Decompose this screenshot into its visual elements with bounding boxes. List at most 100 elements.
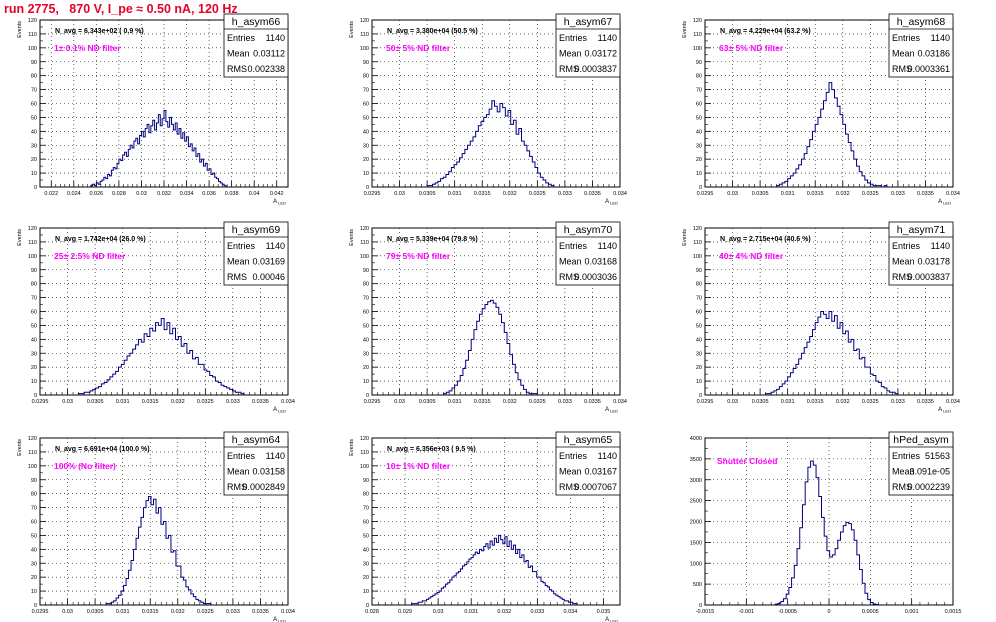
y-tick-label: 0 — [366, 603, 369, 609]
y-tick-label: 60 — [31, 102, 37, 108]
x-tick-label: 0.0325 — [529, 399, 546, 405]
y-tick-label: 2500 — [690, 499, 702, 505]
y-tick-label: 100 — [360, 46, 369, 52]
x-tick-label: 0.029 — [398, 609, 412, 615]
stats-box-frame — [555, 431, 621, 496]
x-tick-label: 0.0335 — [252, 609, 269, 615]
y-tick-label: 30 — [363, 143, 369, 149]
y-tick-label: 40 — [363, 337, 369, 343]
x-tick-label: 0.0295 — [697, 191, 714, 197]
x-tick-label: 0.0315 — [142, 609, 159, 615]
y-tick-label: 20 — [363, 575, 369, 581]
stat-label: Mean — [559, 257, 582, 267]
histogram-line — [105, 495, 212, 605]
y-tick-label: 90 — [696, 60, 702, 66]
histogram-name: h_asym66 — [232, 16, 281, 28]
x-tick-label: 0.0295 — [32, 609, 49, 615]
x-tick-label: 0.03 — [62, 399, 73, 405]
stat-value: 0.0003036 — [574, 272, 617, 282]
stat-label: RMS — [559, 272, 579, 282]
y-tick-label: 30 — [696, 143, 702, 149]
x-tick-label: 0.0335 — [584, 191, 601, 197]
stat-label: Entries — [559, 241, 588, 251]
stat-value: 1140 — [266, 451, 285, 461]
y-tick-label: 20 — [31, 575, 37, 581]
y-tick-label: 10 — [363, 589, 369, 595]
stat-label: RMS — [227, 272, 247, 282]
filter-label: Shutter Closed — [717, 456, 777, 466]
x-tick-label: 0.0335 — [917, 399, 934, 405]
stat-value: 1140 — [266, 241, 285, 251]
x-tick-label: 0.0005 — [862, 609, 879, 615]
x-axis-title: A LED — [273, 199, 286, 206]
stat-label: Entries — [227, 451, 256, 461]
x-tick-label: 0.035 — [597, 609, 611, 615]
navg-label: N_avg = 1.742e+04 (26.0 %) — [55, 236, 146, 243]
y-tick-label: 50 — [31, 323, 37, 329]
histogram-name: h_asym67 — [564, 16, 613, 28]
x-tick-label: 0.03 — [727, 399, 738, 405]
x-tick-label: 0.0305 — [752, 191, 769, 197]
x-tick-label: 0.034 — [281, 399, 295, 405]
y-tick-label: 70 — [696, 296, 702, 302]
y-tick-label: 120 — [693, 18, 702, 24]
x-tick-label: 0.032 — [836, 191, 850, 197]
x-tick-label: 0.034 — [281, 609, 295, 615]
x-tick-label: 0.032 — [836, 399, 850, 405]
y-tick-label: 60 — [31, 520, 37, 526]
y-tick-label: 80 — [31, 282, 37, 288]
y-tick-label: 110 — [28, 450, 37, 456]
y-tick-label: 20 — [696, 157, 702, 163]
panel-hPed_asym: 0 500 1000 1500 2000 2500 3000 3500 4000 -0.0015 -… — [690, 431, 961, 615]
y-tick-label: 0 — [699, 393, 702, 399]
stat-label: RMS — [227, 64, 247, 74]
stat-label: Mean — [227, 49, 250, 59]
y-axis-title: Events — [349, 439, 355, 456]
y-tick-label: 70 — [31, 506, 37, 512]
y-tick-label: 100 — [693, 46, 702, 52]
y-tick-label: 80 — [31, 74, 37, 80]
x-tick-label: 0.031 — [781, 399, 795, 405]
x-tick-label: -0.0015 — [696, 609, 715, 615]
y-tick-label: 90 — [363, 60, 369, 66]
histogram-name: h_asym69 — [232, 224, 281, 236]
stat-value: 1140 — [266, 33, 285, 43]
x-tick-label: 0.03 — [62, 609, 73, 615]
histogram-name: h_asym71 — [897, 224, 946, 236]
stat-value: 0.0003361 — [907, 64, 950, 74]
y-tick-label: 60 — [363, 102, 369, 108]
x-tick-label: 0.033 — [891, 399, 905, 405]
y-tick-label: 50 — [31, 533, 37, 539]
stat-label: Mean — [892, 467, 915, 477]
y-tick-label: 100 — [28, 464, 37, 470]
y-tick-label: 120 — [28, 18, 37, 24]
stat-label: Entries — [892, 451, 921, 461]
y-tick-label: 1000 — [690, 561, 702, 567]
stat-value: 0.002338 — [247, 64, 285, 74]
navg-label: N_avg = 6.691e+04 (100.0 %) — [55, 446, 150, 453]
y-axis-title: Events — [682, 229, 688, 246]
x-tick-label: 0.0315 — [474, 399, 491, 405]
x-tick-label: 0.0325 — [529, 191, 546, 197]
y-tick-label: 30 — [363, 351, 369, 357]
y-tick-label: 110 — [28, 32, 37, 38]
y-tick-label: 30 — [696, 351, 702, 357]
stat-value: 0.03167 — [584, 467, 617, 477]
y-tick-label: 90 — [363, 478, 369, 484]
y-tick-label: 30 — [31, 561, 37, 567]
x-tick-label: 0.0325 — [862, 191, 879, 197]
x-tick-label: 0.032 — [171, 399, 185, 405]
stat-label: Mean — [559, 467, 582, 477]
x-tick-label: 0.033 — [558, 191, 572, 197]
y-tick-label: 40 — [363, 129, 369, 135]
stats-box: h_asym65 Entries 1140 Mean 0.03167 RMS0.00070… — [555, 431, 621, 496]
y-tick-label: 100 — [360, 464, 369, 470]
y-tick-label: 80 — [696, 74, 702, 80]
y-tick-label: 40 — [696, 129, 702, 135]
y-tick-label: 0 — [34, 393, 37, 399]
x-tick-label: 0.028 — [365, 609, 379, 615]
y-tick-label: 10 — [363, 171, 369, 177]
stat-label: Entries — [227, 33, 256, 43]
y-axis-title: Events — [17, 21, 23, 38]
stat-value: 1140 — [598, 33, 617, 43]
